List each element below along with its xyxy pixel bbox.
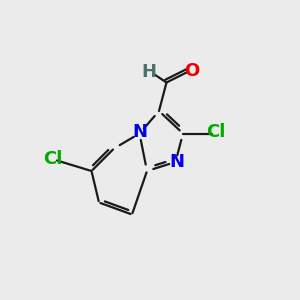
Text: N: N [169, 153, 184, 171]
Text: H: H [141, 63, 156, 81]
Text: Cl: Cl [43, 150, 62, 168]
Text: O: O [184, 61, 200, 80]
Text: N: N [132, 123, 147, 141]
Text: Cl: Cl [206, 123, 226, 141]
